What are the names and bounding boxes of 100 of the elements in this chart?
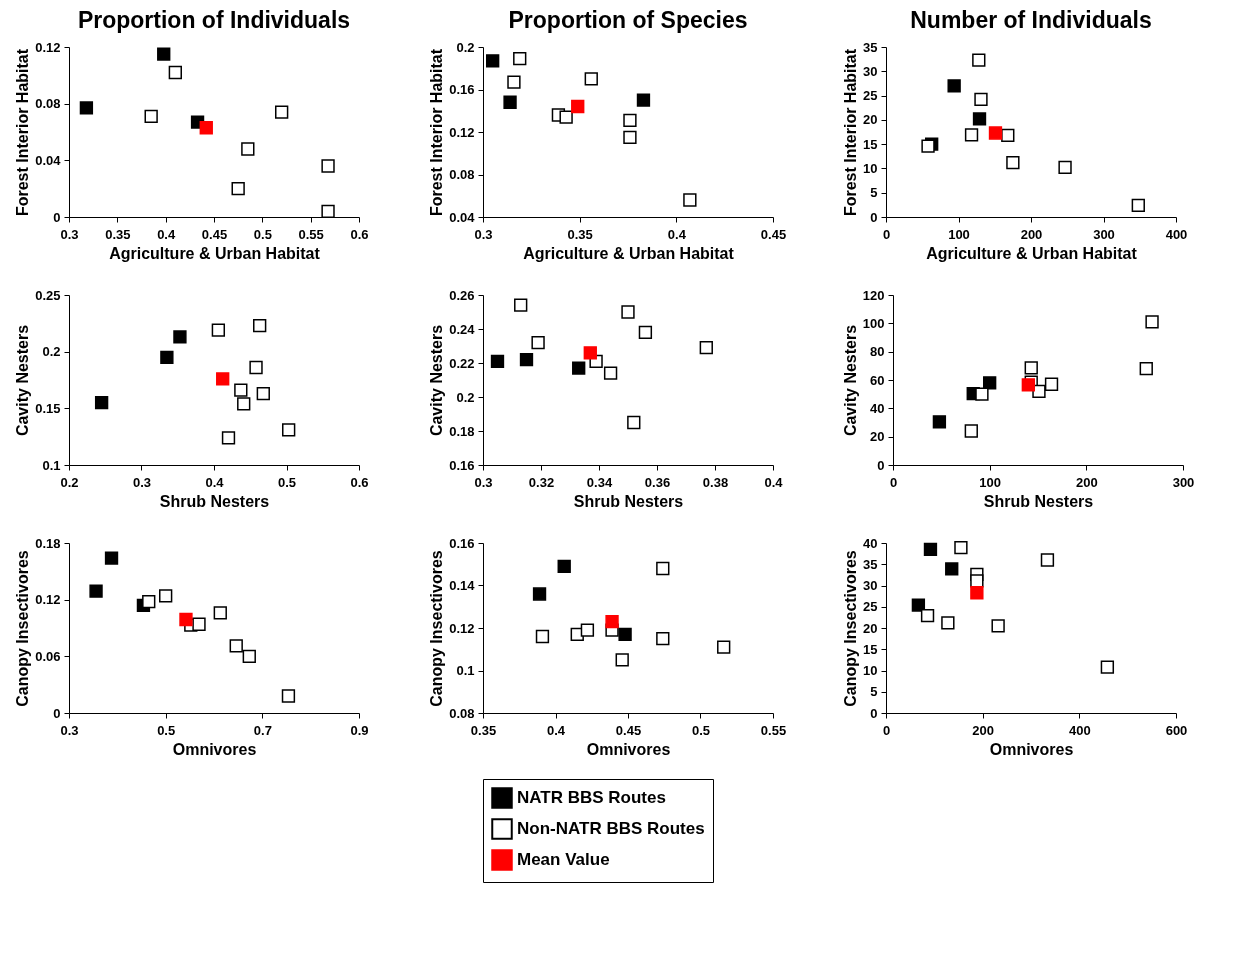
y-tick-label: 15 — [863, 136, 878, 152]
x-tick-label: 0.6 — [350, 474, 369, 490]
y-tick-label: 0.16 — [449, 457, 475, 473]
point — [623, 130, 637, 144]
point — [911, 598, 926, 612]
point — [618, 627, 632, 642]
x-tick-label: 0.5 — [277, 474, 297, 490]
point — [656, 631, 670, 646]
x-tick-label: 0.3 — [474, 474, 493, 490]
point — [945, 562, 959, 576]
point — [160, 350, 174, 364]
point — [580, 623, 595, 637]
y-tick-label: 0.1 — [42, 457, 61, 473]
y-tick-label: 5 — [870, 684, 878, 700]
point — [221, 431, 236, 445]
point — [242, 649, 256, 663]
point — [241, 142, 255, 156]
point — [490, 354, 505, 368]
chart-title: Proportion of Species — [508, 7, 748, 33]
point — [1131, 198, 1145, 213]
y-tick-label: 0.22 — [449, 355, 475, 371]
x-axis-title: Omnivores — [989, 740, 1074, 758]
y-axis-title: Canopy Insectivores — [842, 550, 860, 707]
y-tick-label: 0 — [870, 209, 878, 225]
y-tick-label: 20 — [863, 112, 878, 128]
point — [503, 95, 517, 109]
x-axis-title: Omnivores — [172, 740, 257, 758]
x-tick-label: 0.55 — [298, 226, 324, 242]
point — [89, 584, 103, 598]
point — [281, 689, 296, 703]
x-tick-label: 0.4 — [764, 474, 784, 490]
point — [559, 110, 573, 124]
y-tick-label: 5 — [870, 185, 878, 201]
x-tick-label: 200 — [972, 722, 995, 738]
x-tick-label: 0.36 — [644, 474, 671, 490]
y-tick-label: 0.08 — [449, 705, 475, 721]
point — [970, 586, 984, 600]
y-tick-label: 0.08 — [449, 167, 475, 182]
point — [213, 606, 227, 620]
point — [1032, 384, 1046, 398]
point — [256, 386, 270, 401]
y-tick-label: 0 — [53, 705, 61, 721]
point — [513, 52, 527, 66]
x-tick-label: 300 — [1093, 226, 1115, 242]
y-tick-label: 0.06 — [35, 648, 61, 664]
point — [94, 396, 109, 410]
y-axis-title: Forest Interior Habitat — [14, 48, 32, 217]
point — [179, 612, 193, 627]
point — [231, 182, 245, 196]
point — [603, 366, 618, 380]
point — [1139, 362, 1153, 376]
point — [920, 609, 935, 623]
x-tick-label: 0.45 — [760, 226, 787, 242]
point — [964, 424, 978, 438]
y-tick-label: 0.26 — [449, 287, 475, 303]
x-axis-title: Agriculture & Urban Habitat — [926, 244, 1138, 262]
y-tick-label: 30 — [863, 63, 878, 79]
y-axis-title: Forest Interior Habitat — [428, 48, 446, 217]
point — [921, 139, 935, 153]
y-tick-label: 0.04 — [35, 152, 62, 168]
chart-title: Number of Individuals — [910, 7, 1152, 33]
point — [519, 352, 534, 367]
x-tick-label: 100 — [979, 474, 1002, 490]
y-tick-label: 0.18 — [35, 535, 61, 551]
point — [282, 423, 296, 437]
y-tick-label: 0.25 — [35, 287, 61, 303]
y-tick-label: 20 — [870, 429, 885, 445]
point — [627, 415, 641, 430]
point — [211, 323, 226, 337]
y-tick-label: 0.08 — [35, 96, 61, 112]
x-tick-label: 0.3 — [60, 226, 79, 242]
y-tick-label: 0.18 — [449, 423, 475, 439]
x-axis-title: Shrub Nesters — [159, 492, 270, 510]
y-tick-label: 0.04 — [449, 209, 476, 225]
point — [699, 341, 713, 355]
x-axis-title: Shrub Nesters — [573, 492, 684, 510]
x-tick-label: 0.35 — [470, 722, 497, 738]
point — [275, 105, 289, 119]
y-axis-title: Cavity Nesters — [841, 324, 859, 437]
x-tick-label: 0.3 — [132, 474, 152, 490]
x-tick-label: 0.32 — [528, 474, 555, 490]
point — [199, 121, 213, 135]
point — [991, 619, 1005, 633]
x-axis-title: Agriculture & Urban Habitat — [109, 244, 321, 262]
point — [972, 53, 986, 67]
y-tick-label: 0 — [870, 705, 878, 721]
x-tick-label: 400 — [1068, 722, 1091, 738]
point — [638, 325, 653, 340]
y-tick-label: 0.12 — [449, 124, 475, 140]
point — [947, 79, 961, 93]
y-tick-label: 10 — [863, 663, 878, 678]
x-tick-label: 400 — [1165, 226, 1188, 242]
point — [168, 65, 182, 80]
point — [507, 75, 521, 89]
point — [321, 204, 335, 218]
x-tick-label: 0.55 — [760, 722, 787, 738]
point — [717, 640, 731, 654]
point — [615, 653, 629, 667]
point — [584, 72, 598, 86]
y-tick-label: 0.14 — [449, 578, 476, 593]
